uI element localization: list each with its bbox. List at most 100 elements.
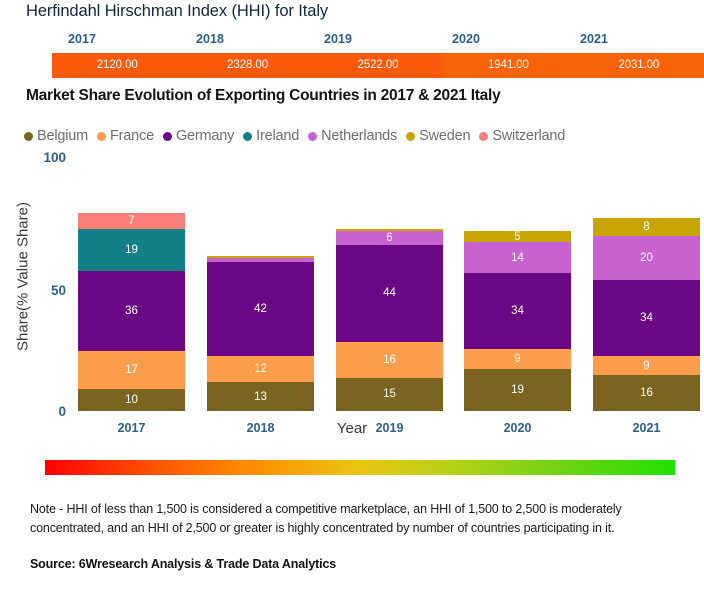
legend-swatch-icon — [243, 131, 253, 141]
x-axis-tick-2019: 2019 — [375, 421, 404, 435]
bar-segment-value-label: 9 — [643, 359, 650, 372]
bar-segment-value-label: 17 — [125, 363, 138, 376]
x-axis-tick-2021: 2021 — [632, 421, 661, 435]
bar-segment-value-label: 10 — [125, 393, 138, 406]
bar-segment-2018-germany[interactable]: 42 — [207, 262, 314, 356]
source-text: Source: 6Wresearch Analysis & Trade Data… — [30, 557, 337, 571]
legend-item-switzerland[interactable]: Switzerland — [479, 128, 565, 144]
y-axis-tick-50: 50 — [50, 283, 66, 298]
x-axis-tick-2017: 2017 — [117, 421, 146, 435]
bar-segment-2019-france[interactable]: 16 — [336, 342, 443, 378]
bar-segment-2021-france[interactable]: 9 — [593, 355, 700, 376]
bar-segment-2021-germany[interactable]: 34 — [593, 280, 700, 356]
bar-segment-2019-belgium[interactable]: 15 — [336, 377, 443, 411]
bar-segment-2019-netherlands[interactable]: 6 — [336, 231, 443, 245]
bar-segment-2017-germany[interactable]: 36 — [78, 271, 185, 352]
hhi-year-label-2021: 2021 — [580, 32, 608, 46]
chart-legend: Belgium France Germany Ireland Netherlands Sw… — [24, 125, 574, 147]
x-axis-tick-2020: 2020 — [503, 421, 532, 435]
bar-segment-value-label: 34 — [640, 311, 653, 324]
legend-swatch-icon — [308, 131, 318, 141]
bar-segment-value-label: 7 — [128, 215, 135, 228]
bar-2019[interactable]: 15 16 44 6 — [336, 228, 443, 411]
bar-segment-2020-france[interactable]: 9 — [464, 348, 571, 369]
legend-label: Ireland — [256, 128, 300, 144]
hhi-value-2017: 2120.00 — [96, 59, 138, 71]
bar-segment-2020-netherlands[interactable]: 14 — [464, 242, 571, 274]
hhi-gradient-scale-strip — [45, 460, 675, 475]
legend-item-germany[interactable]: Germany — [162, 128, 235, 144]
bar-segment-value-label: 15 — [383, 388, 396, 401]
bar-segment-2019-sweden[interactable] — [336, 228, 443, 232]
y-axis-title: Share(% Value Share) — [14, 202, 32, 351]
bar-segment-value-label: 14 — [511, 251, 524, 264]
legend-item-ireland[interactable]: Ireland — [243, 128, 299, 144]
bar-2017[interactable]: 10 17 36 19 7 — [78, 213, 185, 411]
bar-segment-value-label: 20 — [640, 251, 653, 264]
bar-segment-value-label: 8 — [643, 220, 650, 233]
bar-segment-value-label: 9 — [514, 352, 521, 365]
bar-segment-value-label: 36 — [125, 305, 138, 318]
legend-item-belgium[interactable]: Belgium — [24, 128, 88, 144]
bar-segment-2020-germany[interactable]: 34 — [464, 273, 571, 349]
hhi-value-2019: 2522.00 — [357, 59, 399, 71]
y-axis-tick-100: 100 — [43, 150, 66, 165]
bar-segment-2020-sweden[interactable]: 5 — [464, 231, 571, 243]
bar-2018[interactable]: 13 12 42 — [207, 255, 314, 411]
chart-title: Market Share Evolution of Exporting Coun… — [26, 87, 501, 104]
legend-label: Germany — [175, 128, 235, 144]
bar-segment-2021-sweden[interactable]: 8 — [593, 217, 700, 236]
legend-label: France — [110, 128, 154, 144]
hhi-value-2021: 2031.00 — [573, 53, 704, 78]
legend-label: Switzerland — [492, 128, 566, 144]
legend-label: Sweden — [419, 128, 471, 144]
legend-swatch-icon — [406, 131, 416, 141]
hhi-value-2018: 2328.00 — [227, 59, 269, 71]
bar-segment-value-label: 12 — [254, 362, 267, 375]
hhi-year-label-2018: 2018 — [196, 32, 224, 46]
hhi-year-header-row: 2017 2018 2019 2020 2021 — [52, 28, 704, 50]
bar-segment-value-label: 42 — [254, 302, 267, 315]
hhi-year-label-2020: 2020 — [452, 32, 480, 46]
legend-item-france[interactable]: France — [97, 128, 154, 144]
bar-segment-value-label: 13 — [254, 390, 267, 403]
bar-segment-value-label: 19 — [511, 383, 524, 396]
hhi-value-bar: 2120.00 2328.00 2522.00 1941.00 2031.00 — [52, 53, 704, 78]
legend-item-netherlands[interactable]: Netherlands — [308, 128, 397, 144]
legend-swatch-icon — [162, 131, 172, 141]
legend-swatch-icon — [24, 131, 33, 141]
legend-label: Netherlands — [321, 128, 398, 144]
y-axis-tick-0: 0 — [58, 404, 66, 419]
bar-2020[interactable]: 19 9 34 14 5 — [464, 231, 571, 411]
hhi-year-label-2017: 2017 — [68, 32, 96, 46]
legend-label: Belgium — [37, 128, 88, 144]
bar-segment-2018-france[interactable]: 12 — [207, 355, 314, 383]
bar-segment-2019-germany[interactable]: 44 — [336, 244, 443, 343]
bar-segment-2018-sweden[interactable] — [207, 255, 314, 258]
bar-segment-2017-switzerland[interactable]: 7 — [78, 213, 185, 229]
bar-segment-value-label: 16 — [640, 387, 653, 400]
bar-segment-value-label: 16 — [383, 353, 396, 366]
bar-segment-2017-france[interactable]: 17 — [78, 351, 185, 389]
bar-segment-2021-belgium[interactable]: 16 — [593, 375, 700, 411]
bar-segment-value-label: 6 — [386, 231, 393, 244]
bar-segment-2021-netherlands[interactable]: 20 — [593, 235, 700, 281]
chart-plot-area: Share(% Value Share) 100 50 0 Year 10 17 3… — [0, 150, 704, 437]
x-axis-title: Year — [336, 420, 368, 437]
legend-swatch-icon — [479, 131, 489, 141]
bar-segment-2017-ireland[interactable]: 19 — [78, 229, 185, 272]
hhi-value-2020: 1941.00 — [443, 53, 574, 78]
bar-segment-2020-belgium[interactable]: 19 — [464, 368, 571, 411]
bar-2021[interactable]: 16 9 34 20 8 — [593, 217, 700, 411]
bar-segment-2018-netherlands[interactable] — [207, 257, 314, 263]
footnote-text: Note - HHI of less than 1,500 is conside… — [30, 502, 622, 536]
bar-segment-2017-belgium[interactable]: 10 — [78, 388, 185, 411]
bar-segment-value-label: 44 — [383, 287, 396, 300]
bar-segment-value-label: 19 — [125, 244, 138, 257]
bar-segment-value-label: 5 — [514, 231, 521, 243]
bar-segment-2018-belgium[interactable]: 13 — [207, 382, 314, 411]
hhi-page-title: Herfindahl Hirschman Index (HHI) for Ita… — [26, 2, 329, 20]
x-axis-tick-2018: 2018 — [246, 421, 275, 435]
hhi-year-label-2019: 2019 — [324, 32, 352, 46]
legend-item-sweden[interactable]: Sweden — [406, 128, 471, 144]
